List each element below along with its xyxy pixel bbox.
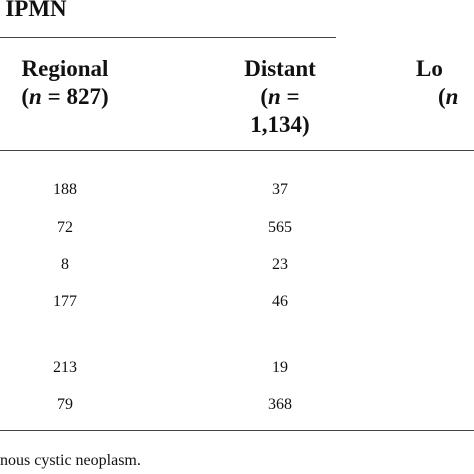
n-value: = (280, 84, 300, 109)
group-title: IPMN (5, 0, 67, 21)
paren: ( (21, 84, 30, 109)
table-cell: 79 (57, 396, 73, 413)
table-cell: 37 (272, 181, 288, 198)
column-header: Distant (244, 56, 316, 81)
n-value: = 827) (41, 84, 109, 109)
column-header: Lo (416, 56, 443, 81)
footnote: nous cystic neoplasm. (0, 452, 141, 469)
column-header: Regional (21, 56, 109, 81)
table-cell: 188 (53, 181, 77, 198)
table-cell: 177 (53, 293, 77, 310)
paren: ( (438, 84, 446, 109)
table-cell: 368 (268, 396, 292, 413)
n-symbol: n (268, 84, 281, 109)
column-header-n: (n = 827) (21, 84, 108, 110)
table-cell: 46 (272, 293, 288, 310)
n-symbol: n (445, 84, 459, 109)
table-cell: 19 (272, 359, 288, 376)
table-cell: 23 (272, 256, 288, 273)
table-cell: 72 (57, 219, 73, 236)
column-header-n: (n (438, 84, 458, 110)
bottom-rule (0, 430, 474, 431)
table-cell: 8 (61, 256, 69, 273)
table-cell: 213 (53, 359, 77, 376)
group-rule (0, 37, 336, 38)
header-rule (0, 150, 474, 151)
column-header-n: (n = (260, 84, 299, 110)
column-header-n: 1,134) (250, 112, 310, 137)
paren: ( (260, 84, 269, 109)
n-symbol: n (29, 84, 42, 109)
table-cell: 565 (268, 219, 292, 236)
